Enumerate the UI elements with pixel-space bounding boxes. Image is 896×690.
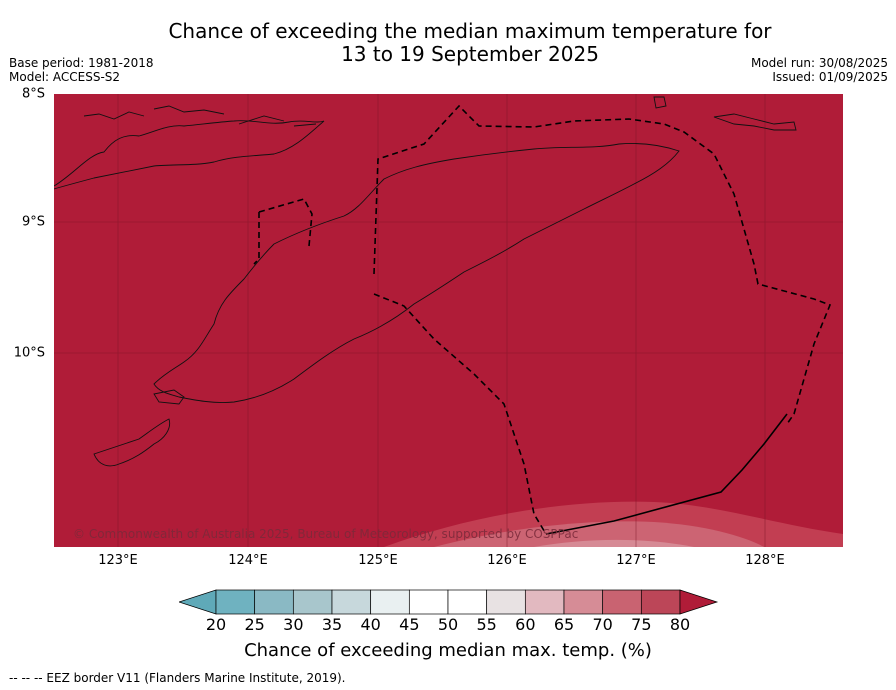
colorbar-tick-55: 55 (476, 615, 497, 634)
colorbar-tick-35: 35 (321, 615, 343, 634)
colorbar-tick-45: 45 (399, 615, 420, 634)
colorbar-bin-30 (292, 589, 333, 615)
probability-band-70 (434, 521, 764, 547)
lat-label-10s: 10°S (13, 345, 45, 361)
lon-label-128e: 128°E (745, 553, 785, 568)
colorbar-tick-40: 40 (360, 615, 381, 634)
colorbar-label: Chance of exceeding median max. temp. (%… (244, 640, 652, 661)
meta-right: Model run: 30/08/2025 Issued: 01/09/2025 (751, 56, 888, 84)
map-background (54, 94, 843, 547)
lon-label-127e: 127°E (616, 553, 656, 568)
colorbar-tick-70: 70 (592, 615, 613, 634)
eez-solid (545, 413, 788, 535)
lat-label-9s: 9°S (21, 214, 45, 230)
model-run: Model run: 30/08/2025 (750, 56, 888, 70)
colorbar (179, 589, 719, 615)
colorbar-bin-70 (602, 589, 642, 615)
colorbar-bin-55 (486, 589, 526, 615)
colorbar-tick-50: 50 (437, 615, 459, 634)
semau-island (153, 389, 185, 405)
colorbar-bin-40 (370, 589, 410, 615)
eez-border (253, 104, 832, 535)
lon-label-125e: 125°E (358, 553, 398, 568)
colorbar-extend-low (179, 589, 217, 615)
colorbar-bin-20 (215, 589, 256, 615)
lon-label-123e: 123°E (98, 553, 138, 568)
small-island-1 (653, 96, 667, 109)
coastlines (54, 96, 797, 467)
eez-dashed (253, 104, 832, 535)
colorbar-bin-65 (563, 589, 604, 615)
colorbar-bin-35 (331, 589, 372, 615)
colorbar-bin-60 (524, 589, 565, 615)
colorbar-tick-60: 60 (515, 615, 536, 634)
probability-band-65 (534, 539, 694, 547)
title-line-2: 13 to 19 September 2025 (341, 42, 599, 66)
colorbar-bin-50 (447, 589, 488, 615)
colorbar-bins (215, 589, 681, 615)
colorbar-tick-75: 75 (631, 615, 652, 634)
colorbar-tick-80: 80 (669, 615, 691, 634)
lon-label-124e: 124°E (228, 553, 268, 568)
lat-label-8s: 8°S (21, 86, 45, 102)
base-period: Base period: 1981-2018 (9, 56, 154, 70)
map-panel[interactable] (54, 94, 843, 547)
colorbar-tick-65: 65 (553, 615, 575, 634)
title-line-1: Chance of exceeding the median maximum t… (168, 19, 772, 43)
colorbar-tick-30: 30 (283, 615, 304, 634)
colorbar-bin-75 (640, 589, 681, 615)
chart-title: Chance of exceeding the median maximum t… (0, 20, 896, 66)
footer-note: -- -- -- EEZ border V11 (Flanders Marine… (9, 671, 346, 685)
colorbar-tick-20: 20 (205, 615, 227, 634)
colorbar-bin-45 (408, 589, 449, 615)
small-island-2 (713, 113, 797, 131)
copyright-notice: © Commonwealth of Australia 2025, Bureau… (73, 527, 579, 541)
colorbar-extend-high (679, 589, 719, 615)
flores-coastline (54, 120, 325, 190)
colorbar-tick-25: 25 (244, 615, 265, 634)
lon-label-126e: 126°E (487, 553, 527, 568)
rote-coastline (93, 418, 171, 467)
meta-left: Base period: 1981-2018 Model: ACCESS-S2 (9, 56, 154, 84)
timor-coastline (153, 143, 680, 403)
northern-islands (83, 105, 317, 127)
graticule (54, 94, 843, 547)
issued-date: Issued: 01/09/2025 (772, 70, 888, 84)
model-name: Model: ACCESS-S2 (9, 70, 121, 84)
colorbar-bin-25 (254, 589, 294, 615)
